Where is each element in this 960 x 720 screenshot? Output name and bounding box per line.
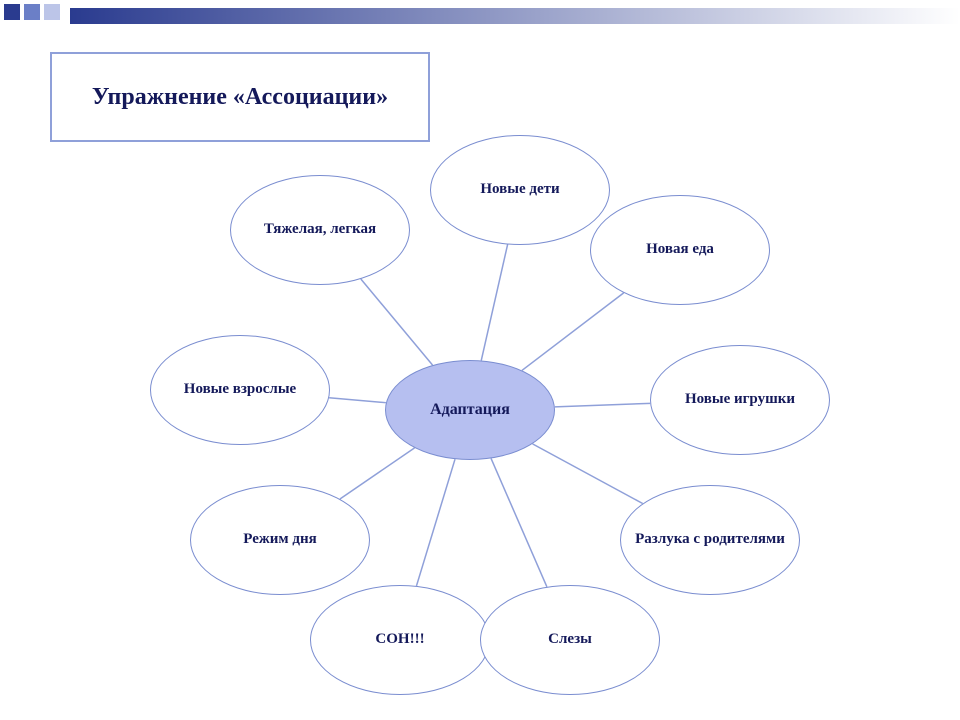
top-decor-bar	[0, 0, 960, 28]
outer-node-sleep: СОН!!!	[310, 585, 490, 695]
decor-square-3	[44, 4, 60, 20]
node-label: Слезы	[548, 631, 592, 648]
decor-square-2	[24, 4, 40, 20]
connector-separation	[533, 444, 643, 504]
connector-new-kids	[481, 244, 507, 360]
connector-new-food	[522, 293, 624, 371]
node-label: Новые игрушки	[685, 391, 795, 408]
outer-node-separation: Разлука с родителями	[620, 485, 800, 595]
outer-node-hard-easy: Тяжелая, легкая	[230, 175, 410, 285]
connector-new-adults	[329, 398, 386, 403]
connector-hard-easy	[361, 279, 433, 365]
title-text: Упражнение «Ассоциации»	[92, 84, 388, 111]
node-label: Адаптация	[430, 401, 510, 419]
title-box: Упражнение «Ассоциации»	[50, 52, 430, 142]
decor-gradient	[70, 8, 960, 24]
outer-node-routine: Режим дня	[190, 485, 370, 595]
outer-node-new-kids: Новые дети	[430, 135, 610, 245]
connector-tears	[491, 458, 547, 586]
connector-routine	[340, 448, 415, 499]
connector-new-toys	[555, 403, 650, 407]
node-label: Разлука с родителями	[635, 531, 785, 548]
center-node: Адаптация	[385, 360, 555, 460]
node-label: Режим дня	[243, 531, 316, 548]
decor-squares	[4, 4, 60, 20]
node-label: Новые дети	[480, 181, 559, 198]
slide-canvas: Упражнение «Ассоциации» Адаптация Новые д…	[0, 0, 960, 720]
node-label: СОН!!!	[375, 631, 424, 648]
decor-square-1	[4, 4, 20, 20]
node-label: Тяжелая, легкая	[264, 221, 376, 238]
outer-node-new-food: Новая еда	[590, 195, 770, 305]
node-label: Новая еда	[646, 241, 714, 258]
outer-node-tears: Слезы	[480, 585, 660, 695]
outer-node-new-adults: Новые взрослые	[150, 335, 330, 445]
connector-sleep	[416, 459, 455, 586]
node-label: Новые взрослые	[184, 381, 296, 398]
outer-node-new-toys: Новые игрушки	[650, 345, 830, 455]
